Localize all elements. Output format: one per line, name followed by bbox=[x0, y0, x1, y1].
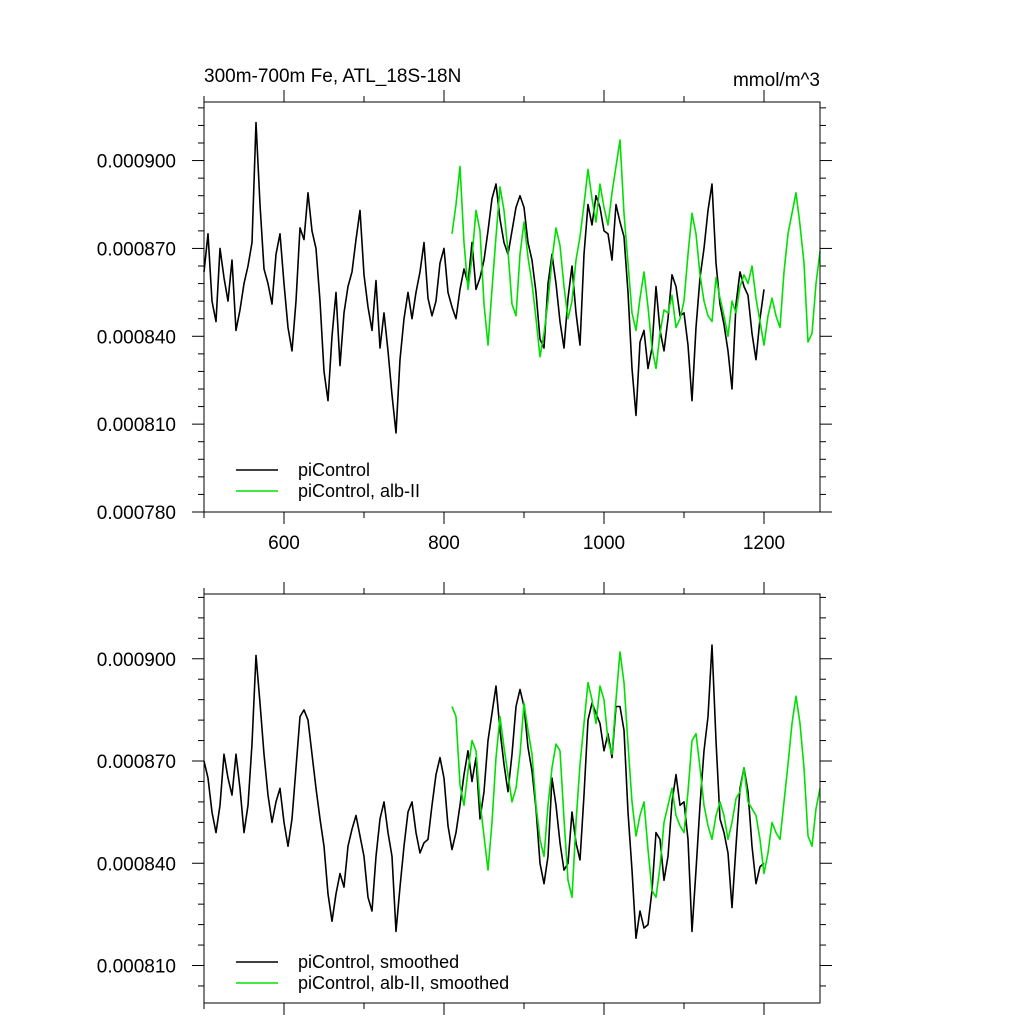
y-tick-label: 0.000840 bbox=[97, 854, 176, 875]
y-tick-label: 0.000780 bbox=[97, 503, 176, 524]
x-tick-label: 800 bbox=[428, 533, 460, 554]
legend-label: piControl, smoothed bbox=[298, 952, 459, 972]
y-tick-label: 0.000870 bbox=[97, 752, 176, 773]
legend-label: piControl, alb-II bbox=[298, 481, 420, 501]
y-tick-label: 0.000810 bbox=[97, 957, 176, 978]
y-tick-label: 0.000900 bbox=[97, 650, 176, 671]
x-tick-label: 1000 bbox=[583, 533, 625, 554]
y-tick-label: 0.000900 bbox=[97, 152, 176, 173]
x-tick-label: 600 bbox=[268, 533, 300, 554]
y-tick-label: 0.000870 bbox=[97, 239, 176, 260]
plot-frame bbox=[203, 593, 821, 1004]
bottom-chart-panel: 0.000810 0.000840 0.000870 0.000900 piContr… bbox=[97, 582, 832, 1015]
plot-frame bbox=[203, 101, 821, 513]
series-line-1 bbox=[451, 139, 821, 370]
series-line-1 bbox=[451, 651, 821, 899]
y-tick-label: 0.000840 bbox=[97, 327, 176, 348]
legend-label: piControl bbox=[298, 460, 370, 480]
y-tick-label: 0.000810 bbox=[97, 415, 176, 436]
top-chart-panel: 300m-700m Fe, ATL_18S-18N mmol/m^3 600 80… bbox=[97, 66, 832, 554]
series-line-0 bbox=[203, 644, 765, 939]
legend-label: piControl, alb-II, smoothed bbox=[298, 973, 509, 993]
x-tick-label: 1200 bbox=[743, 533, 785, 554]
chart-title: 300m-700m Fe, ATL_18S-18N bbox=[204, 66, 461, 87]
units-label: mmol/m^3 bbox=[733, 70, 820, 91]
series-line-0 bbox=[203, 121, 765, 434]
